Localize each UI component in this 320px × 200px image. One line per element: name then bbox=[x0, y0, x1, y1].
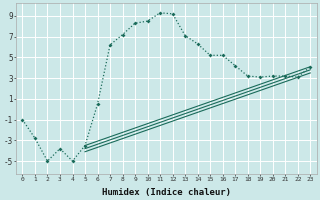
X-axis label: Humidex (Indice chaleur): Humidex (Indice chaleur) bbox=[102, 188, 231, 197]
